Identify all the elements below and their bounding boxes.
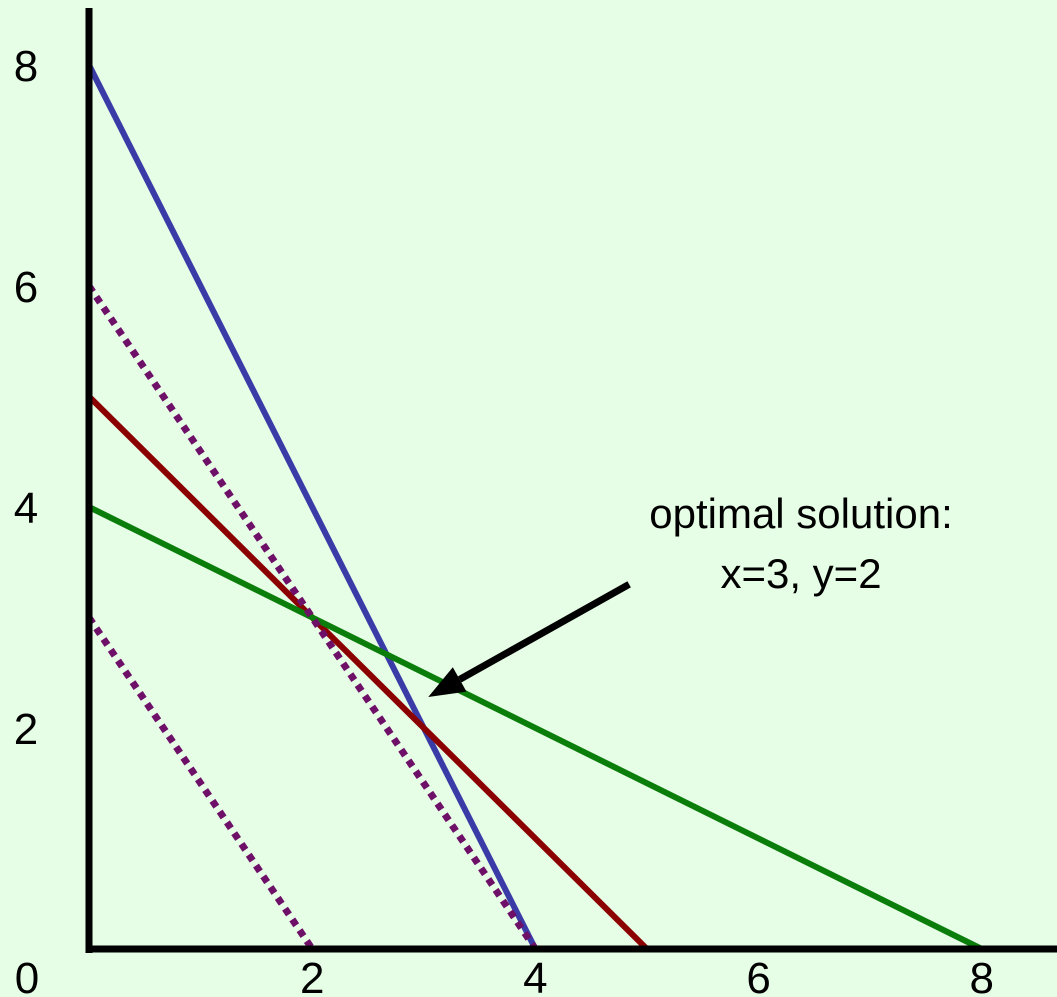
annotation-layer: optimal solution: x=3, y=2 xyxy=(428,490,953,698)
annotation-line-2: x=3, y=2 xyxy=(720,550,881,597)
tick-labels: 0 2 4 6 8 2 4 6 8 xyxy=(14,42,994,997)
objective-line-1 xyxy=(86,615,316,951)
y-tick-label: 8 xyxy=(14,42,38,91)
y-tick-label: 2 xyxy=(14,705,38,754)
series-layer xyxy=(86,63,984,952)
red-constraint xyxy=(86,394,650,952)
objective-line-2 xyxy=(86,284,539,951)
y-tick-label: 6 xyxy=(14,263,38,312)
annotation-arrow-head xyxy=(428,667,467,698)
x-tick-label: 4 xyxy=(523,954,547,997)
x-tick-label: 0 xyxy=(15,954,39,997)
annotation-line-1: optimal solution: xyxy=(649,490,953,537)
x-tick-label: 8 xyxy=(970,954,994,997)
blue-constraint xyxy=(86,63,539,951)
axes-layer xyxy=(85,8,1057,953)
x-tick-label: 2 xyxy=(300,954,324,997)
annotation-arrow-shaft xyxy=(457,581,631,683)
y-tick-label: 4 xyxy=(14,484,38,533)
x-tick-label: 6 xyxy=(746,954,770,997)
green-constraint xyxy=(87,504,984,952)
